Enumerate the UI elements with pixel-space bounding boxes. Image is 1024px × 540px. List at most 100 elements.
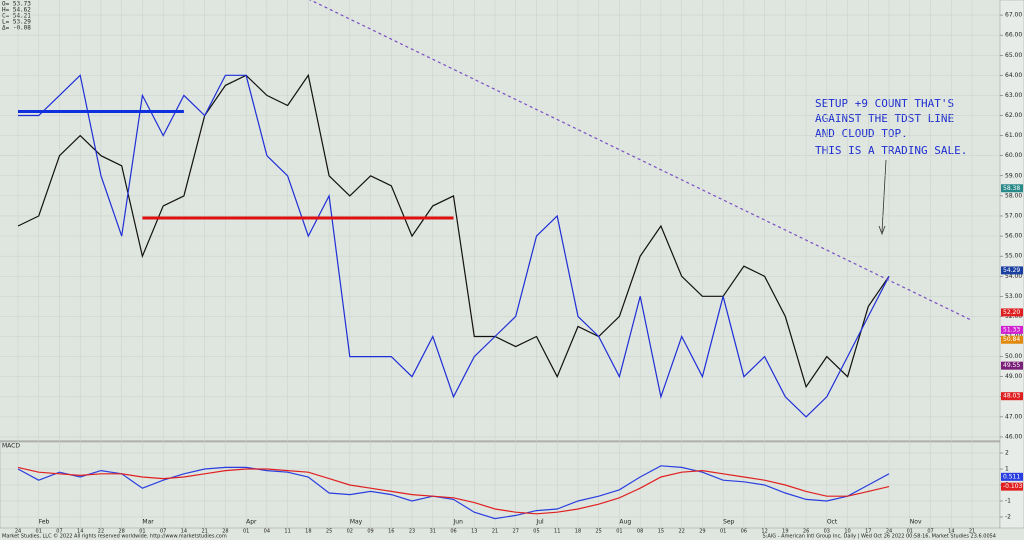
annotation: AND CLOUD TOP. [815, 127, 908, 140]
x-tick-label: 19 [782, 529, 788, 535]
y-tick-label: 47.00 [1005, 413, 1022, 420]
y-tick-label: 57.00 [1005, 212, 1022, 219]
price-label-pill [1001, 308, 1023, 317]
x-tick-label: 06 [741, 529, 747, 535]
y-tick-label: 53.00 [1005, 293, 1022, 300]
x-tick-label: 14 [948, 529, 954, 535]
y-tick-label: 46.00 [1005, 433, 1022, 440]
x-tick-label: 05 [533, 529, 539, 535]
y-tick-label: 64.00 [1005, 72, 1022, 79]
y-tick-label: 61.00 [1005, 132, 1022, 139]
x-tick-label: 31 [430, 529, 436, 535]
month-label: Oct [827, 519, 838, 526]
x-tick-label: 01 [616, 529, 622, 535]
x-tick-label: 15 [658, 529, 664, 535]
macd-title: MACD [2, 443, 20, 450]
y-tick-label: 60.00 [1005, 152, 1022, 159]
x-tick-label: 22 [98, 529, 104, 535]
x-tick-label: 01 [36, 529, 42, 535]
x-tick-label: 21 [969, 529, 975, 535]
x-tick-label: 12 [761, 529, 767, 535]
y-tick-label: 62.00 [1005, 112, 1022, 119]
x-tick-label: 28 [119, 529, 125, 535]
y-tick-label: 58.00 [1005, 192, 1022, 199]
x-tick-label: 14 [77, 529, 83, 535]
y-tick-label: 1 [1005, 466, 1009, 473]
x-tick-label: 07 [56, 529, 62, 535]
x-tick-label: 24 [15, 529, 21, 535]
price-label-pill [1001, 184, 1023, 193]
y-tick-label: 50.00 [1005, 353, 1022, 360]
x-tick-label: 08 [637, 529, 643, 535]
series-line [17, 73, 890, 389]
annotation: SETUP +9 COUNT THAT'S [815, 97, 954, 110]
price-label-pill [1001, 392, 1023, 401]
x-tick-label: 21 [201, 529, 207, 535]
y-tick-label: 56.00 [1005, 233, 1022, 240]
price-label: 48.03 [1003, 393, 1020, 400]
x-tick-label: 13 [471, 529, 477, 535]
x-tick-label: 01 [139, 529, 145, 535]
price-axis [999, 0, 1024, 529]
last-value-label: 0.511 [1003, 473, 1020, 480]
price-label-pill [1001, 361, 1023, 370]
x-tick-label: 09 [367, 529, 373, 535]
y-tick-label: 54.00 [1005, 273, 1022, 280]
readout-line: C= 54.21 [2, 13, 31, 20]
x-tick-label: 10 [844, 529, 850, 535]
x-tick-label: 14 [181, 529, 187, 535]
series-line [17, 466, 890, 515]
y-tick-label: 65.00 [1005, 52, 1022, 59]
y-tick-label: -2 [1005, 513, 1011, 520]
y-tick-label: 49.00 [1005, 373, 1022, 380]
month-label: Apr [246, 519, 257, 526]
readout-line: L= 53.29 [2, 19, 31, 26]
series-line [308, 0, 973, 322]
annotation: AGAINST THE TDST LINE [815, 112, 954, 125]
y-tick-label: 55.00 [1005, 253, 1022, 260]
y-tick-label: 63.00 [1005, 92, 1022, 99]
x-tick-label: 18 [305, 529, 311, 535]
x-tick-label: 01 [243, 529, 249, 535]
x-tick-label: 22 [678, 529, 684, 535]
y-tick-label: 67.00 [1005, 12, 1022, 19]
price-label-pill [1001, 325, 1023, 334]
x-tick-label: 02 [347, 529, 353, 535]
price-label-pill [1001, 266, 1023, 275]
month-label: Feb [39, 519, 50, 526]
y-tick-label: 59.00 [1005, 172, 1022, 179]
month-label: Aug [619, 519, 631, 526]
month-label: Nov [910, 519, 922, 526]
readout-line: O= 53.73 [2, 1, 31, 8]
x-tick-label: 11 [284, 529, 290, 535]
x-tick-label: 01 [907, 529, 913, 535]
price-label: 54.29 [1003, 267, 1020, 274]
x-tick-label: 11 [554, 529, 560, 535]
x-tick-label: 17 [865, 529, 871, 535]
x-tick-label: 03 [824, 529, 830, 535]
x-tick-label: 04 [264, 529, 270, 535]
x-tick-label: 07 [160, 529, 166, 535]
x-tick-label: 21 [492, 529, 498, 535]
last-value-pill [1001, 482, 1023, 491]
x-tick-label: 18 [575, 529, 581, 535]
annotation: THIS IS A TRADING SALE. [815, 144, 967, 157]
price-label: 51.33 [1003, 326, 1020, 333]
price-label: 50.84 [1003, 336, 1020, 343]
x-tick-label: 29 [699, 529, 705, 535]
ohlc-readout: O= 53.73H= 54.62C= 54.21L= 53.29Δ= -0.08 [2, 1, 31, 32]
price-panel [0, 0, 1000, 440]
readout-line: Δ= -0.08 [2, 25, 31, 32]
y-tick-label: 66.00 [1005, 32, 1022, 39]
footer-left: Market Studies, LLC © 2022 All rights re… [2, 533, 227, 540]
x-tick-label: 01 [720, 529, 726, 535]
annotation-arrow-head [878, 225, 886, 236]
x-tick-label: 25 [596, 529, 602, 535]
x-tick-label: 06 [450, 529, 456, 535]
month-label: Jun [453, 519, 464, 526]
series-line [18, 74, 890, 418]
last-value-label: -0.103 [1003, 483, 1023, 490]
x-tick-label: 16 [388, 529, 394, 535]
month-label: Sep [723, 519, 735, 526]
